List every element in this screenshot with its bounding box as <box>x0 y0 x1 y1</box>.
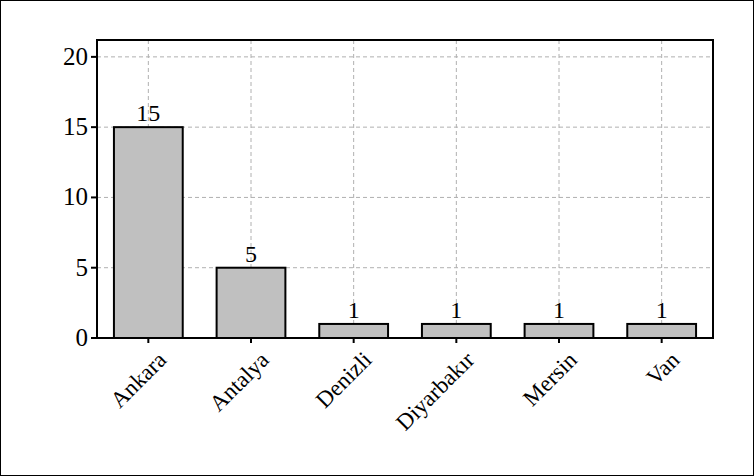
grid-line-x <box>661 40 662 338</box>
x-tick <box>250 338 252 343</box>
grid-line-x <box>456 40 457 338</box>
data-label: 5 <box>245 241 257 267</box>
y-tick <box>91 337 97 339</box>
bar <box>319 324 388 338</box>
y-tick <box>91 267 97 269</box>
y-tick <box>91 196 97 198</box>
plot-frame <box>97 40 713 338</box>
grid-line-y <box>97 267 713 268</box>
x-tick-label: Antalya <box>205 347 274 416</box>
y-tick-label: 20 <box>63 43 88 70</box>
bar <box>422 324 491 338</box>
bars <box>114 127 696 338</box>
data-label: 15 <box>136 100 160 126</box>
x-tick-label: Denizli <box>311 347 377 413</box>
data-label: 1 <box>553 297 565 323</box>
x-tick-label: Mersin <box>518 347 582 411</box>
x-tick <box>558 338 560 343</box>
bar <box>217 268 286 338</box>
data-label: 1 <box>656 297 668 323</box>
bar <box>114 127 183 338</box>
grid-line-x <box>559 40 560 338</box>
grid-line-y <box>97 197 713 198</box>
y-tick-label: 10 <box>63 183 88 210</box>
x-tick <box>353 338 355 343</box>
y-tick <box>91 126 97 128</box>
bar <box>525 324 594 338</box>
bar <box>627 324 696 338</box>
grid-line-x <box>353 40 354 338</box>
grid-line-y <box>97 56 713 57</box>
y-tick-label: 15 <box>63 113 88 140</box>
x-tick <box>147 338 149 343</box>
x-tick-label: Van <box>642 347 685 390</box>
data-label: 1 <box>348 297 360 323</box>
grid-line-y <box>97 127 713 128</box>
x-tick-label: Ankara <box>106 347 172 413</box>
y-tick <box>91 56 97 58</box>
data-label: 1 <box>450 297 462 323</box>
x-tick <box>661 338 663 343</box>
x-tick <box>455 338 457 343</box>
x-tick-label: Diyarbakır <box>391 347 479 435</box>
chart: 155111105101520AnkaraAntalyaDenizliDiyar… <box>0 0 754 476</box>
outer-border <box>1 1 754 476</box>
y-tick-label: 5 <box>76 254 89 281</box>
plot-background <box>97 40 713 338</box>
y-tick-label: 0 <box>76 324 89 351</box>
